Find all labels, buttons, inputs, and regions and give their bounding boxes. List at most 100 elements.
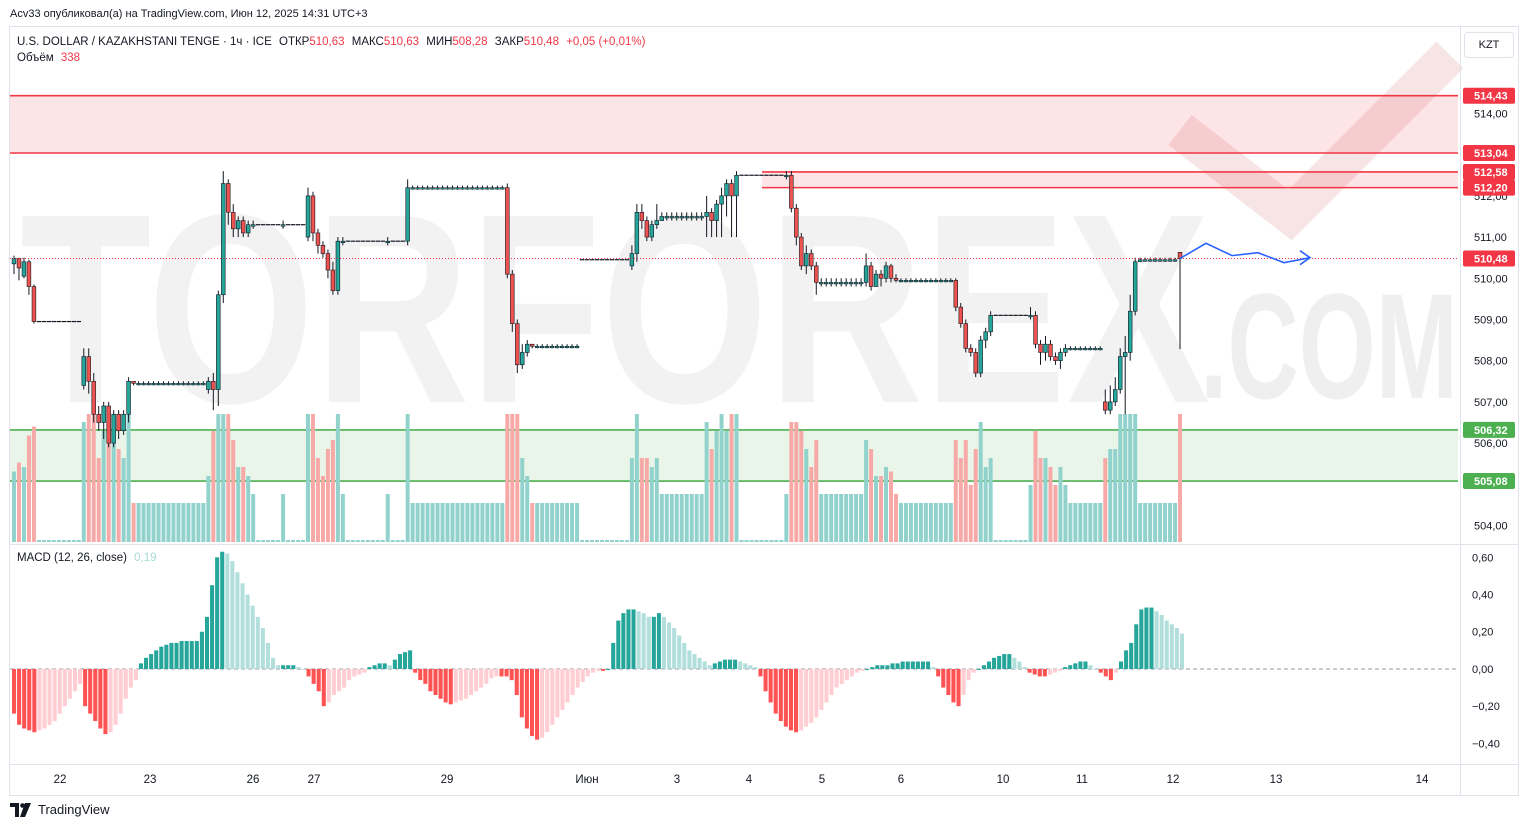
volume-bar bbox=[729, 414, 734, 542]
volume-bar bbox=[325, 449, 330, 542]
candle bbox=[126, 380, 131, 415]
candle bbox=[1058, 352, 1063, 361]
volume-bar bbox=[310, 414, 315, 542]
volume-bar bbox=[485, 503, 490, 542]
volume-bar bbox=[998, 540, 1003, 542]
macd-bar bbox=[433, 668, 438, 696]
volume-bar bbox=[903, 503, 908, 542]
macd-bar bbox=[936, 668, 941, 677]
volume-bar bbox=[495, 503, 500, 542]
volume-bar bbox=[211, 431, 216, 542]
volume-bar bbox=[410, 503, 415, 542]
volume-bar bbox=[649, 467, 654, 542]
macd-bar bbox=[230, 561, 235, 669]
macd-bar bbox=[189, 641, 194, 669]
volume-bar bbox=[540, 503, 545, 542]
macd-bar bbox=[1134, 624, 1139, 669]
volume-bar bbox=[86, 414, 91, 542]
macd-bar bbox=[301, 668, 306, 670]
macd-bar bbox=[555, 668, 560, 718]
price-tick-label: 509,00 bbox=[1474, 314, 1508, 326]
price-tick-label: 506,00 bbox=[1474, 438, 1508, 450]
macd-bar bbox=[910, 661, 915, 669]
volume-bar bbox=[1158, 503, 1163, 542]
macd-tick-label: 0,60 bbox=[1472, 552, 1493, 564]
tradingview-logo[interactable]: TradingView bbox=[10, 802, 110, 817]
volume-bar bbox=[196, 503, 201, 542]
candle bbox=[480, 187, 485, 190]
volume-bar bbox=[684, 494, 689, 542]
candle bbox=[11, 258, 17, 265]
macd-bar bbox=[880, 665, 885, 669]
candle bbox=[554, 345, 560, 349]
macd-bar bbox=[326, 668, 331, 703]
candle bbox=[868, 265, 874, 287]
macd-bar bbox=[1063, 667, 1068, 669]
volume-bar bbox=[799, 431, 804, 542]
candle bbox=[201, 383, 206, 386]
candle bbox=[490, 187, 495, 190]
volume-bar bbox=[898, 503, 903, 542]
candle bbox=[161, 383, 166, 386]
volume-bar bbox=[694, 494, 699, 542]
macd-bar bbox=[834, 668, 839, 688]
macd-bar bbox=[1144, 607, 1149, 669]
macd-bar bbox=[479, 668, 484, 688]
candle bbox=[1147, 259, 1153, 262]
volume-bar bbox=[639, 458, 644, 542]
candle bbox=[1053, 356, 1058, 361]
volume-bar bbox=[26, 435, 31, 542]
volume-bar bbox=[450, 503, 455, 542]
volume-bar bbox=[709, 449, 714, 542]
macd-bar bbox=[316, 668, 321, 692]
volume-bar bbox=[804, 449, 809, 542]
macd-bar bbox=[651, 616, 656, 669]
macd-bar bbox=[1032, 668, 1037, 675]
volume-bar bbox=[400, 540, 405, 542]
projection-path bbox=[1179, 242, 1311, 264]
volume-bar bbox=[859, 494, 864, 542]
volume-bar bbox=[575, 503, 580, 542]
macd-bar bbox=[108, 668, 113, 733]
zone-band-2 bbox=[10, 429, 1458, 482]
candle bbox=[96, 413, 101, 423]
volume-bar bbox=[510, 414, 515, 542]
volume-bar bbox=[1098, 503, 1103, 542]
candle bbox=[216, 294, 221, 390]
candle bbox=[420, 187, 425, 190]
candle bbox=[455, 187, 460, 190]
candle bbox=[16, 258, 22, 269]
macd-bar bbox=[443, 668, 448, 703]
candles bbox=[11, 171, 1183, 448]
volume-bar bbox=[754, 540, 759, 542]
volume-bar bbox=[585, 540, 590, 542]
volume-bar bbox=[590, 540, 595, 542]
volume-bar bbox=[201, 503, 206, 542]
candle bbox=[1048, 343, 1053, 357]
macd-bar bbox=[824, 668, 829, 703]
published-line: Acv33 опубликовал(а) на TradingView.com,… bbox=[10, 8, 368, 20]
macd-bar bbox=[453, 668, 458, 703]
macd-bar bbox=[113, 668, 118, 725]
candle bbox=[814, 265, 819, 283]
volume-bar bbox=[181, 503, 186, 542]
candle bbox=[106, 405, 111, 444]
candle bbox=[988, 315, 993, 333]
volume-bar bbox=[1043, 458, 1048, 542]
volume-bar bbox=[256, 540, 261, 542]
volume-bar bbox=[545, 503, 550, 542]
candle bbox=[325, 253, 331, 271]
price-level-label: 510,48 bbox=[1474, 253, 1508, 265]
macd-bar bbox=[672, 628, 677, 669]
currency-button[interactable]: KZT bbox=[1464, 32, 1514, 58]
volume-bar bbox=[206, 476, 211, 542]
macd-bar bbox=[809, 668, 814, 723]
volume-bar bbox=[71, 540, 76, 542]
macd-bar bbox=[1169, 624, 1174, 669]
volume-bar bbox=[166, 503, 171, 542]
volume-bar bbox=[500, 503, 505, 542]
volume-bar bbox=[36, 540, 41, 542]
macd-bar bbox=[448, 668, 453, 705]
macd-bar bbox=[382, 663, 387, 669]
